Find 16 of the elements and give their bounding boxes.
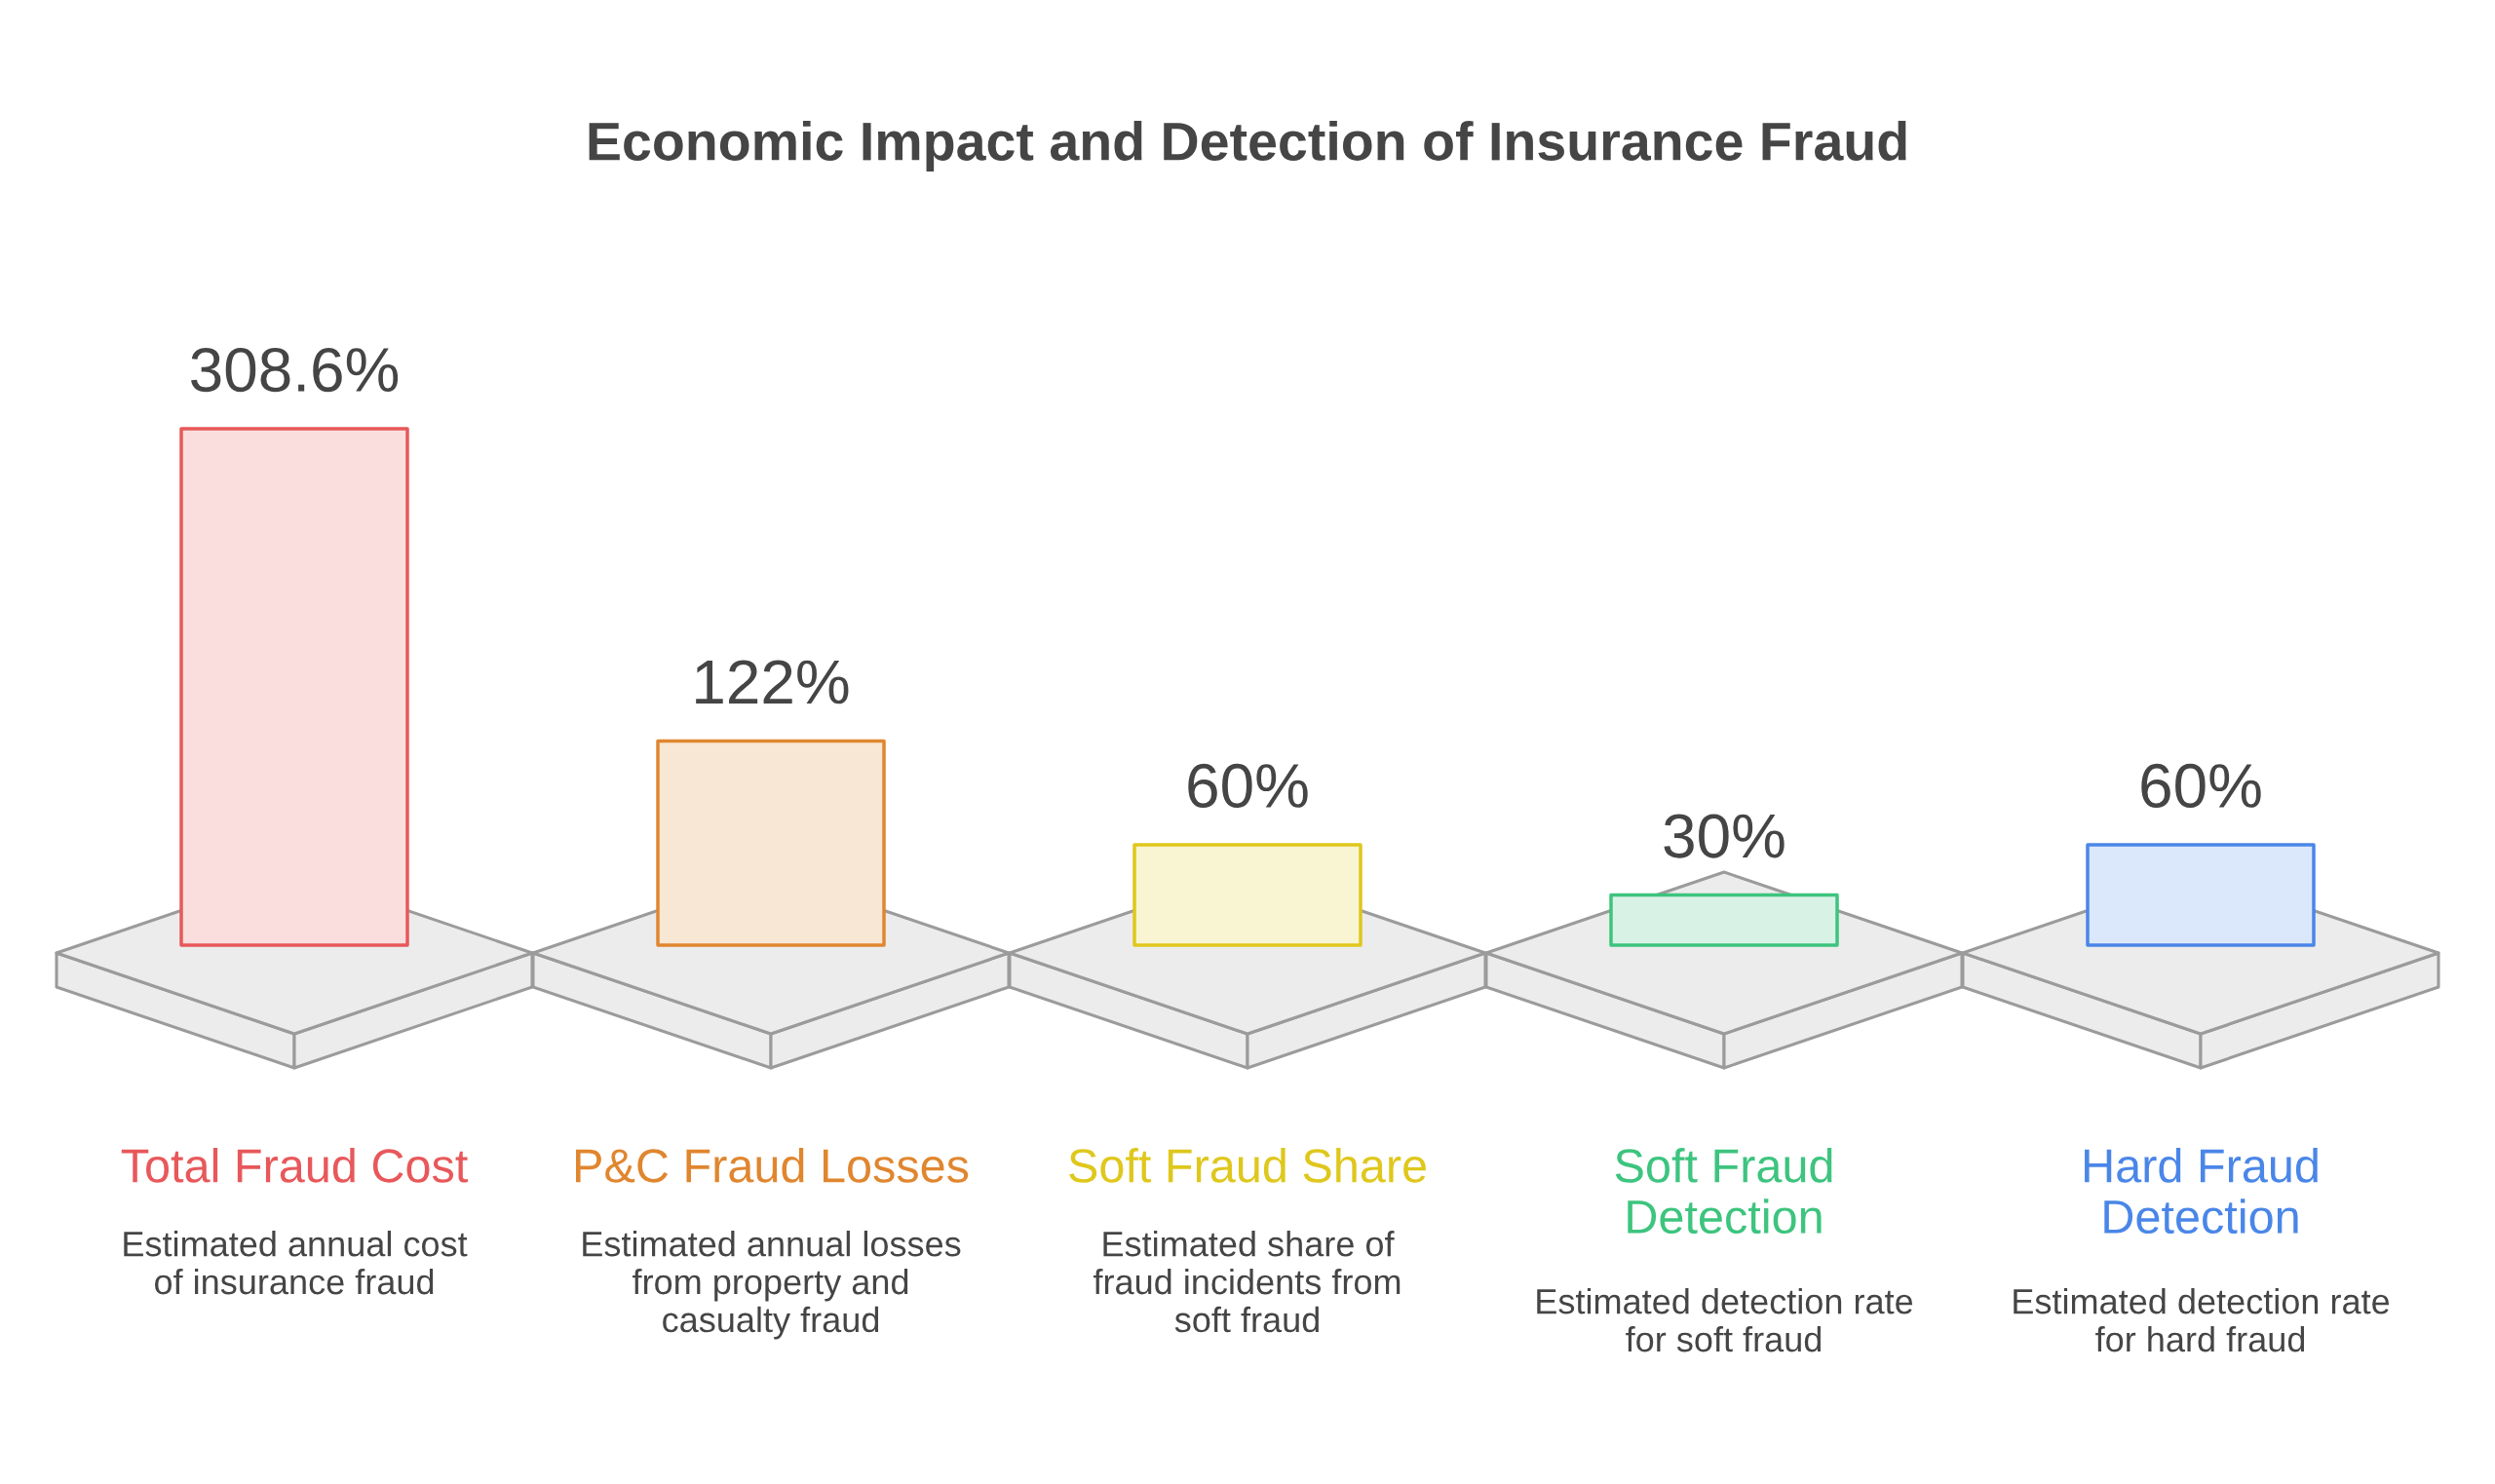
text: Estimated annual losses from property and casualty fraud [583, 1231, 961, 1340]
chart-title: Economic Impact and Detection of Insurance Fraud [589, 121, 1906, 171]
data-label: 122% [696, 660, 849, 704]
text: Estimated detection rate for hard fraud [2014, 1288, 2390, 1352]
data-label: 60% [1188, 763, 1308, 809]
x-tick-label: Total Fraud Cost [121, 1148, 468, 1183]
x-tick-label: Soft Fraud Detection [1615, 1148, 1832, 1235]
data-label: 308.6% [191, 347, 399, 393]
text: Estimated detection rate for soft fraud [1537, 1288, 1913, 1352]
x-tick-label: Hard Fraud Detection [2085, 1148, 2318, 1235]
data-label: 60% [2141, 763, 2261, 809]
text: Estimated share of fraud incidents from soft fraud [1093, 1231, 1401, 1333]
data-label: 30% [1664, 814, 1785, 858]
x-tick-label: Soft Fraud Share [1069, 1148, 1426, 1183]
x-tick-label: P&C Fraud Losses [576, 1148, 969, 1183]
text: Estimated annual cost of insurance fraud [124, 1231, 468, 1295]
